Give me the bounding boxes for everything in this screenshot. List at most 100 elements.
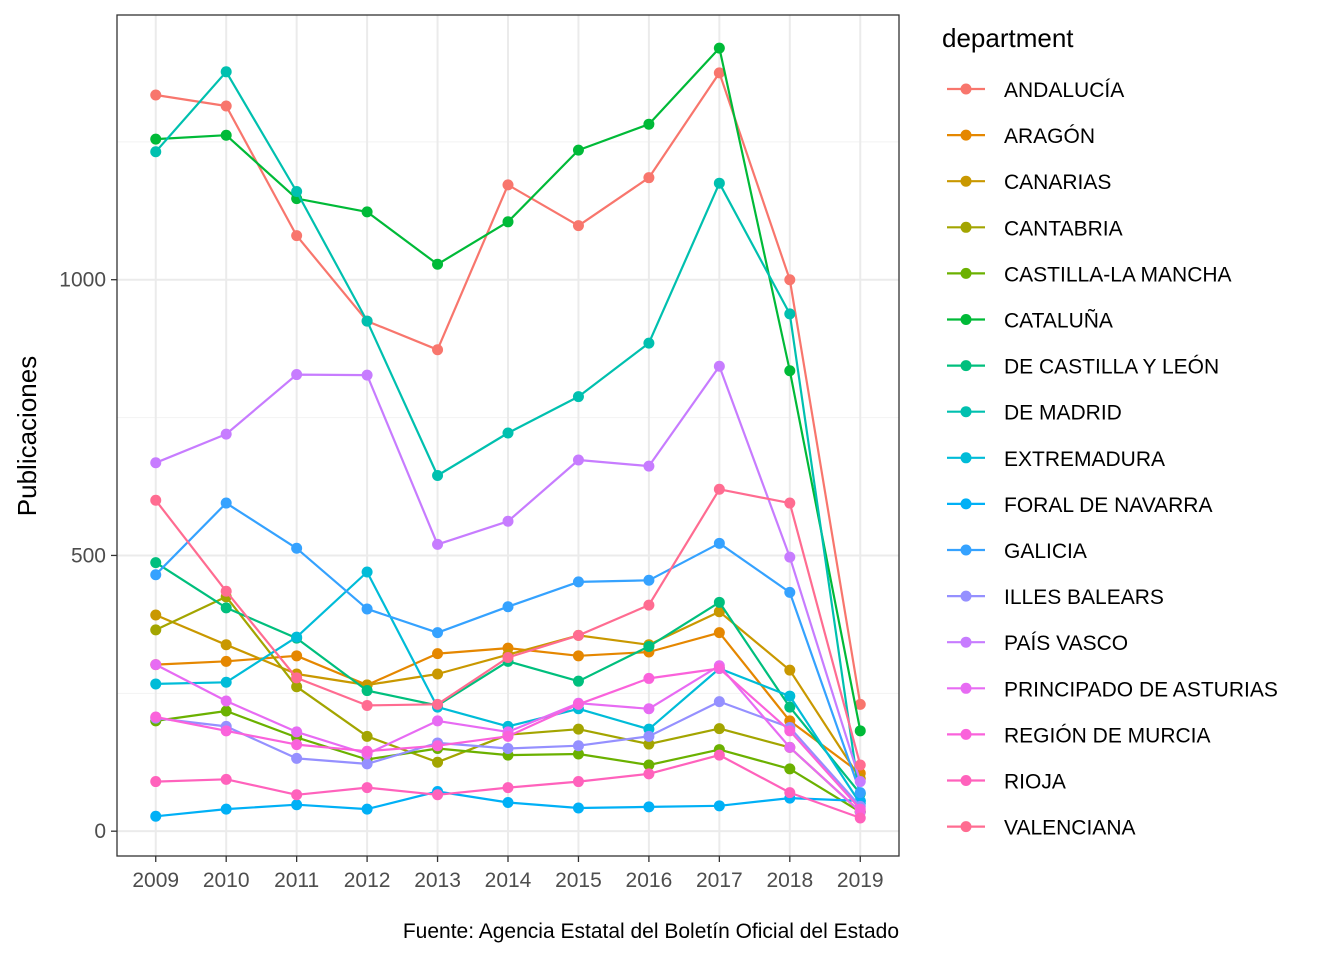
data-point [854, 759, 866, 771]
data-point [854, 812, 866, 824]
data-point [361, 685, 373, 697]
data-point [502, 782, 514, 794]
data-point [643, 118, 655, 130]
data-point [220, 695, 232, 707]
series-group [150, 483, 866, 771]
data-point [572, 144, 584, 156]
data-point [291, 650, 303, 662]
legend-key-point [960, 360, 972, 372]
data-point [220, 655, 232, 667]
legend-key-point [960, 129, 972, 141]
data-point [502, 179, 514, 191]
data-point [643, 172, 655, 184]
x-tick-label: 2019 [837, 869, 884, 892]
data-point [572, 723, 584, 735]
data-point [784, 664, 796, 676]
legend-item: DE CASTILLA Y LEÓN [947, 356, 1219, 379]
legend-item: REGIÓN DE MURCIA [947, 724, 1211, 747]
data-point [784, 701, 796, 713]
legend-key-point [960, 314, 972, 325]
data-point [150, 133, 162, 145]
legend-key-point [960, 175, 972, 187]
legend-item: CANTABRIA [947, 217, 1123, 240]
x-tick-label: 2014 [485, 869, 532, 892]
data-point [572, 776, 584, 788]
data-point [572, 629, 584, 641]
legend-label: DE CASTILLA Y LEÓN [1004, 356, 1219, 379]
data-point [220, 725, 232, 737]
x-tick-label: 2017 [696, 869, 743, 892]
y-tick-label: 1000 [59, 269, 106, 292]
data-point [643, 640, 655, 652]
series-group [150, 497, 866, 799]
data-point [291, 726, 303, 738]
data-point [220, 585, 232, 597]
legend-key-point [960, 406, 972, 418]
legend: ANDALUCÍA ARAGÓN CANARIAS CANTABRIA CASTILLA… [947, 79, 1278, 840]
legend-item: PAÍS VASCO [947, 632, 1128, 655]
data-point [150, 146, 162, 158]
data-point [643, 599, 655, 611]
legend-label: REGIÓN DE MURCIA [1004, 724, 1211, 747]
data-point [784, 308, 796, 320]
y-axis-title: Publicaciones [12, 356, 42, 516]
data-point [643, 759, 655, 771]
data-point [150, 494, 162, 506]
legend-label: PRINCIPADO DE ASTURIAS [1004, 678, 1278, 701]
data-point [502, 651, 514, 663]
legend-key-point [960, 498, 972, 510]
data-point [784, 497, 796, 509]
legend-item: ANDALUCÍA [947, 79, 1124, 102]
data-point [220, 705, 232, 717]
data-point [291, 631, 303, 643]
data-point [361, 730, 373, 742]
data-point [854, 725, 866, 737]
data-point [502, 797, 514, 809]
x-tick-label: 2009 [132, 869, 179, 892]
series-group [150, 42, 866, 737]
data-point [361, 206, 373, 218]
data-point [643, 768, 655, 780]
legend-key-point [960, 221, 972, 233]
y-tick-label: 500 [71, 544, 106, 567]
legend-label: CASTILLA-LA MANCHA [1004, 263, 1232, 286]
data-point [432, 789, 444, 801]
data-point [854, 787, 866, 799]
data-point [784, 725, 796, 737]
data-point [432, 469, 444, 481]
data-point [854, 803, 866, 815]
data-point [572, 698, 584, 710]
data-point [643, 703, 655, 715]
data-point [291, 752, 303, 764]
data-point [361, 566, 373, 578]
data-point [784, 365, 796, 377]
data-point [432, 538, 444, 550]
data-point [291, 739, 303, 751]
data-point [784, 690, 796, 702]
data-point [291, 185, 303, 197]
data-point [291, 369, 303, 381]
legend-title: department [942, 23, 1074, 53]
data-point [150, 810, 162, 822]
data-point [150, 89, 162, 101]
data-point [784, 586, 796, 598]
data-point [643, 672, 655, 684]
legend-label: RIOJA [1004, 771, 1066, 794]
legend-label: ANDALUCÍA [1004, 79, 1124, 102]
legend-item: VALENCIANA [947, 817, 1136, 840]
data-point [502, 515, 514, 527]
data-point [150, 711, 162, 723]
data-point [432, 715, 444, 727]
data-point [784, 763, 796, 775]
data-point [150, 678, 162, 690]
x-tick-label: 2015 [555, 869, 602, 892]
caption: Fuente: Agencia Estatal del Boletín Ofic… [403, 920, 899, 943]
data-point [572, 748, 584, 760]
legend-key-point [960, 636, 972, 648]
data-point [432, 648, 444, 660]
data-point [572, 650, 584, 662]
legend-key-point [960, 590, 972, 602]
x-tick-label: 2016 [626, 869, 673, 892]
data-point [572, 675, 584, 687]
